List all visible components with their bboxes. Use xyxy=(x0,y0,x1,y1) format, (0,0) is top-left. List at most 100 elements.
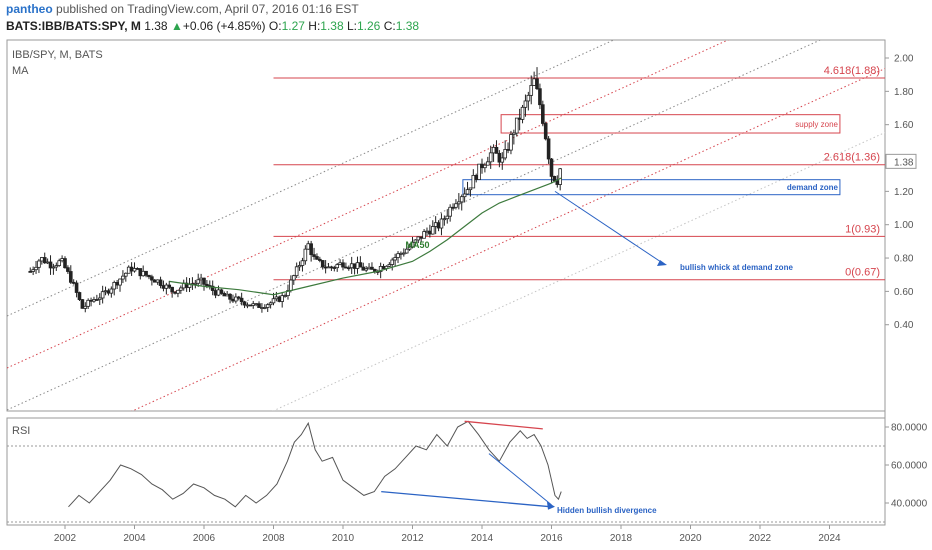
candle-body xyxy=(370,266,374,270)
candle-body xyxy=(506,149,510,151)
candle-body xyxy=(404,248,409,254)
candle-body xyxy=(66,267,70,272)
candle-body xyxy=(294,266,299,277)
candle-body xyxy=(89,299,93,302)
price-change: +0.06 (+4.85%) xyxy=(182,19,266,33)
author-name[interactable]: pantheo xyxy=(6,2,53,16)
x-tick-label: 2022 xyxy=(749,533,772,544)
candle-body xyxy=(459,196,464,203)
candle-body xyxy=(480,163,484,169)
y-tick-label: 2.00 xyxy=(894,54,914,65)
candle-body xyxy=(71,281,76,284)
candle-body xyxy=(132,268,137,272)
x-tick-label: 2006 xyxy=(193,533,216,544)
candle-body xyxy=(268,302,273,306)
candle-body xyxy=(497,152,502,163)
last-price: 1.38 xyxy=(144,19,168,33)
candle-body xyxy=(231,298,235,302)
open-value: 1.27 xyxy=(281,19,305,33)
y-tick-label: 1.60 xyxy=(894,120,914,131)
candle-body xyxy=(271,298,276,304)
candle-body xyxy=(419,236,423,239)
candle-body xyxy=(445,215,450,220)
candle-body xyxy=(124,272,128,277)
candle-body xyxy=(48,261,53,269)
rsi-pane-frame xyxy=(6,417,886,526)
candle-body xyxy=(213,290,218,296)
candle-body xyxy=(413,239,418,243)
candle-body xyxy=(546,138,551,160)
whick-arrow-head-icon xyxy=(657,260,667,266)
channel-line-upper xyxy=(7,40,615,317)
candle-body xyxy=(442,218,447,221)
close-label: C: xyxy=(383,19,396,33)
rsi-y-tick-label: 60.0000 xyxy=(891,461,928,472)
candle-body xyxy=(138,268,143,277)
candle-body xyxy=(297,265,302,268)
candle-body xyxy=(77,292,82,300)
candle-body xyxy=(176,289,180,294)
candle-body xyxy=(80,299,85,309)
divergence-annotation: Hidden bullish divergence xyxy=(557,506,657,515)
fib-label: 2.618(1.36) xyxy=(824,152,880,164)
indicator-label: MA xyxy=(12,65,29,77)
ma50-line xyxy=(169,177,562,296)
candle-body xyxy=(170,286,174,293)
close-value: 1.38 xyxy=(395,19,420,33)
candle-body xyxy=(428,230,432,235)
candle-body xyxy=(31,269,35,272)
y-tick-label: 1.20 xyxy=(894,187,914,198)
candle-body xyxy=(410,241,415,248)
candle-body xyxy=(399,252,403,255)
candle-body xyxy=(219,289,224,294)
candle-body xyxy=(529,85,534,96)
candle-body xyxy=(457,201,461,205)
candle-body xyxy=(390,259,395,265)
candle-body xyxy=(254,303,258,306)
candle-body xyxy=(306,243,311,250)
demand-zone-label: demand zone xyxy=(787,183,839,192)
fib-label: 4.618(1.88) xyxy=(824,65,880,77)
candle-body xyxy=(42,257,47,264)
candle-body xyxy=(121,275,125,280)
annotations: 4.618(1.88) 2.618(1.36) 1(0.93) 0(0.67) supp… xyxy=(381,65,880,515)
candle-body xyxy=(54,265,59,268)
candle-body xyxy=(433,222,438,227)
x-tick-label: 2012 xyxy=(401,533,424,544)
candle-body xyxy=(367,266,371,270)
open-label: O: xyxy=(268,19,282,33)
candle-body xyxy=(526,94,531,102)
candle-body xyxy=(265,304,270,308)
candle-body xyxy=(483,164,487,169)
rsi-pane[interactable] xyxy=(7,420,885,523)
candle-body xyxy=(289,279,293,291)
candle-body xyxy=(358,262,363,268)
x-tick-label: 2010 xyxy=(332,533,355,544)
x-tick-label: 2004 xyxy=(123,533,146,544)
candle-body xyxy=(135,268,140,270)
channel-line-upper-mid xyxy=(7,40,730,369)
candle-body xyxy=(251,303,256,306)
candle-body xyxy=(126,266,131,274)
ma50-label: MA50 xyxy=(406,240,430,250)
rsi-y-tick-label: 40.0000 xyxy=(891,499,928,510)
fib-label: 1(0.93) xyxy=(845,223,880,235)
candle-body xyxy=(158,279,163,286)
candle-body xyxy=(532,78,536,86)
candle-body xyxy=(439,218,444,229)
candle-body xyxy=(106,290,111,294)
main-pane[interactable] xyxy=(7,0,885,532)
candle-body xyxy=(465,189,470,195)
candle-body xyxy=(329,266,334,269)
candle-body xyxy=(387,264,392,267)
candle-body xyxy=(164,284,169,289)
candle-body xyxy=(179,287,183,291)
candle-body xyxy=(552,175,557,182)
candle-body xyxy=(40,257,44,262)
candle-body xyxy=(323,266,328,269)
candle-body xyxy=(112,282,117,290)
candle-body xyxy=(193,282,198,285)
candle-body xyxy=(225,293,229,297)
candle-body xyxy=(109,288,114,294)
